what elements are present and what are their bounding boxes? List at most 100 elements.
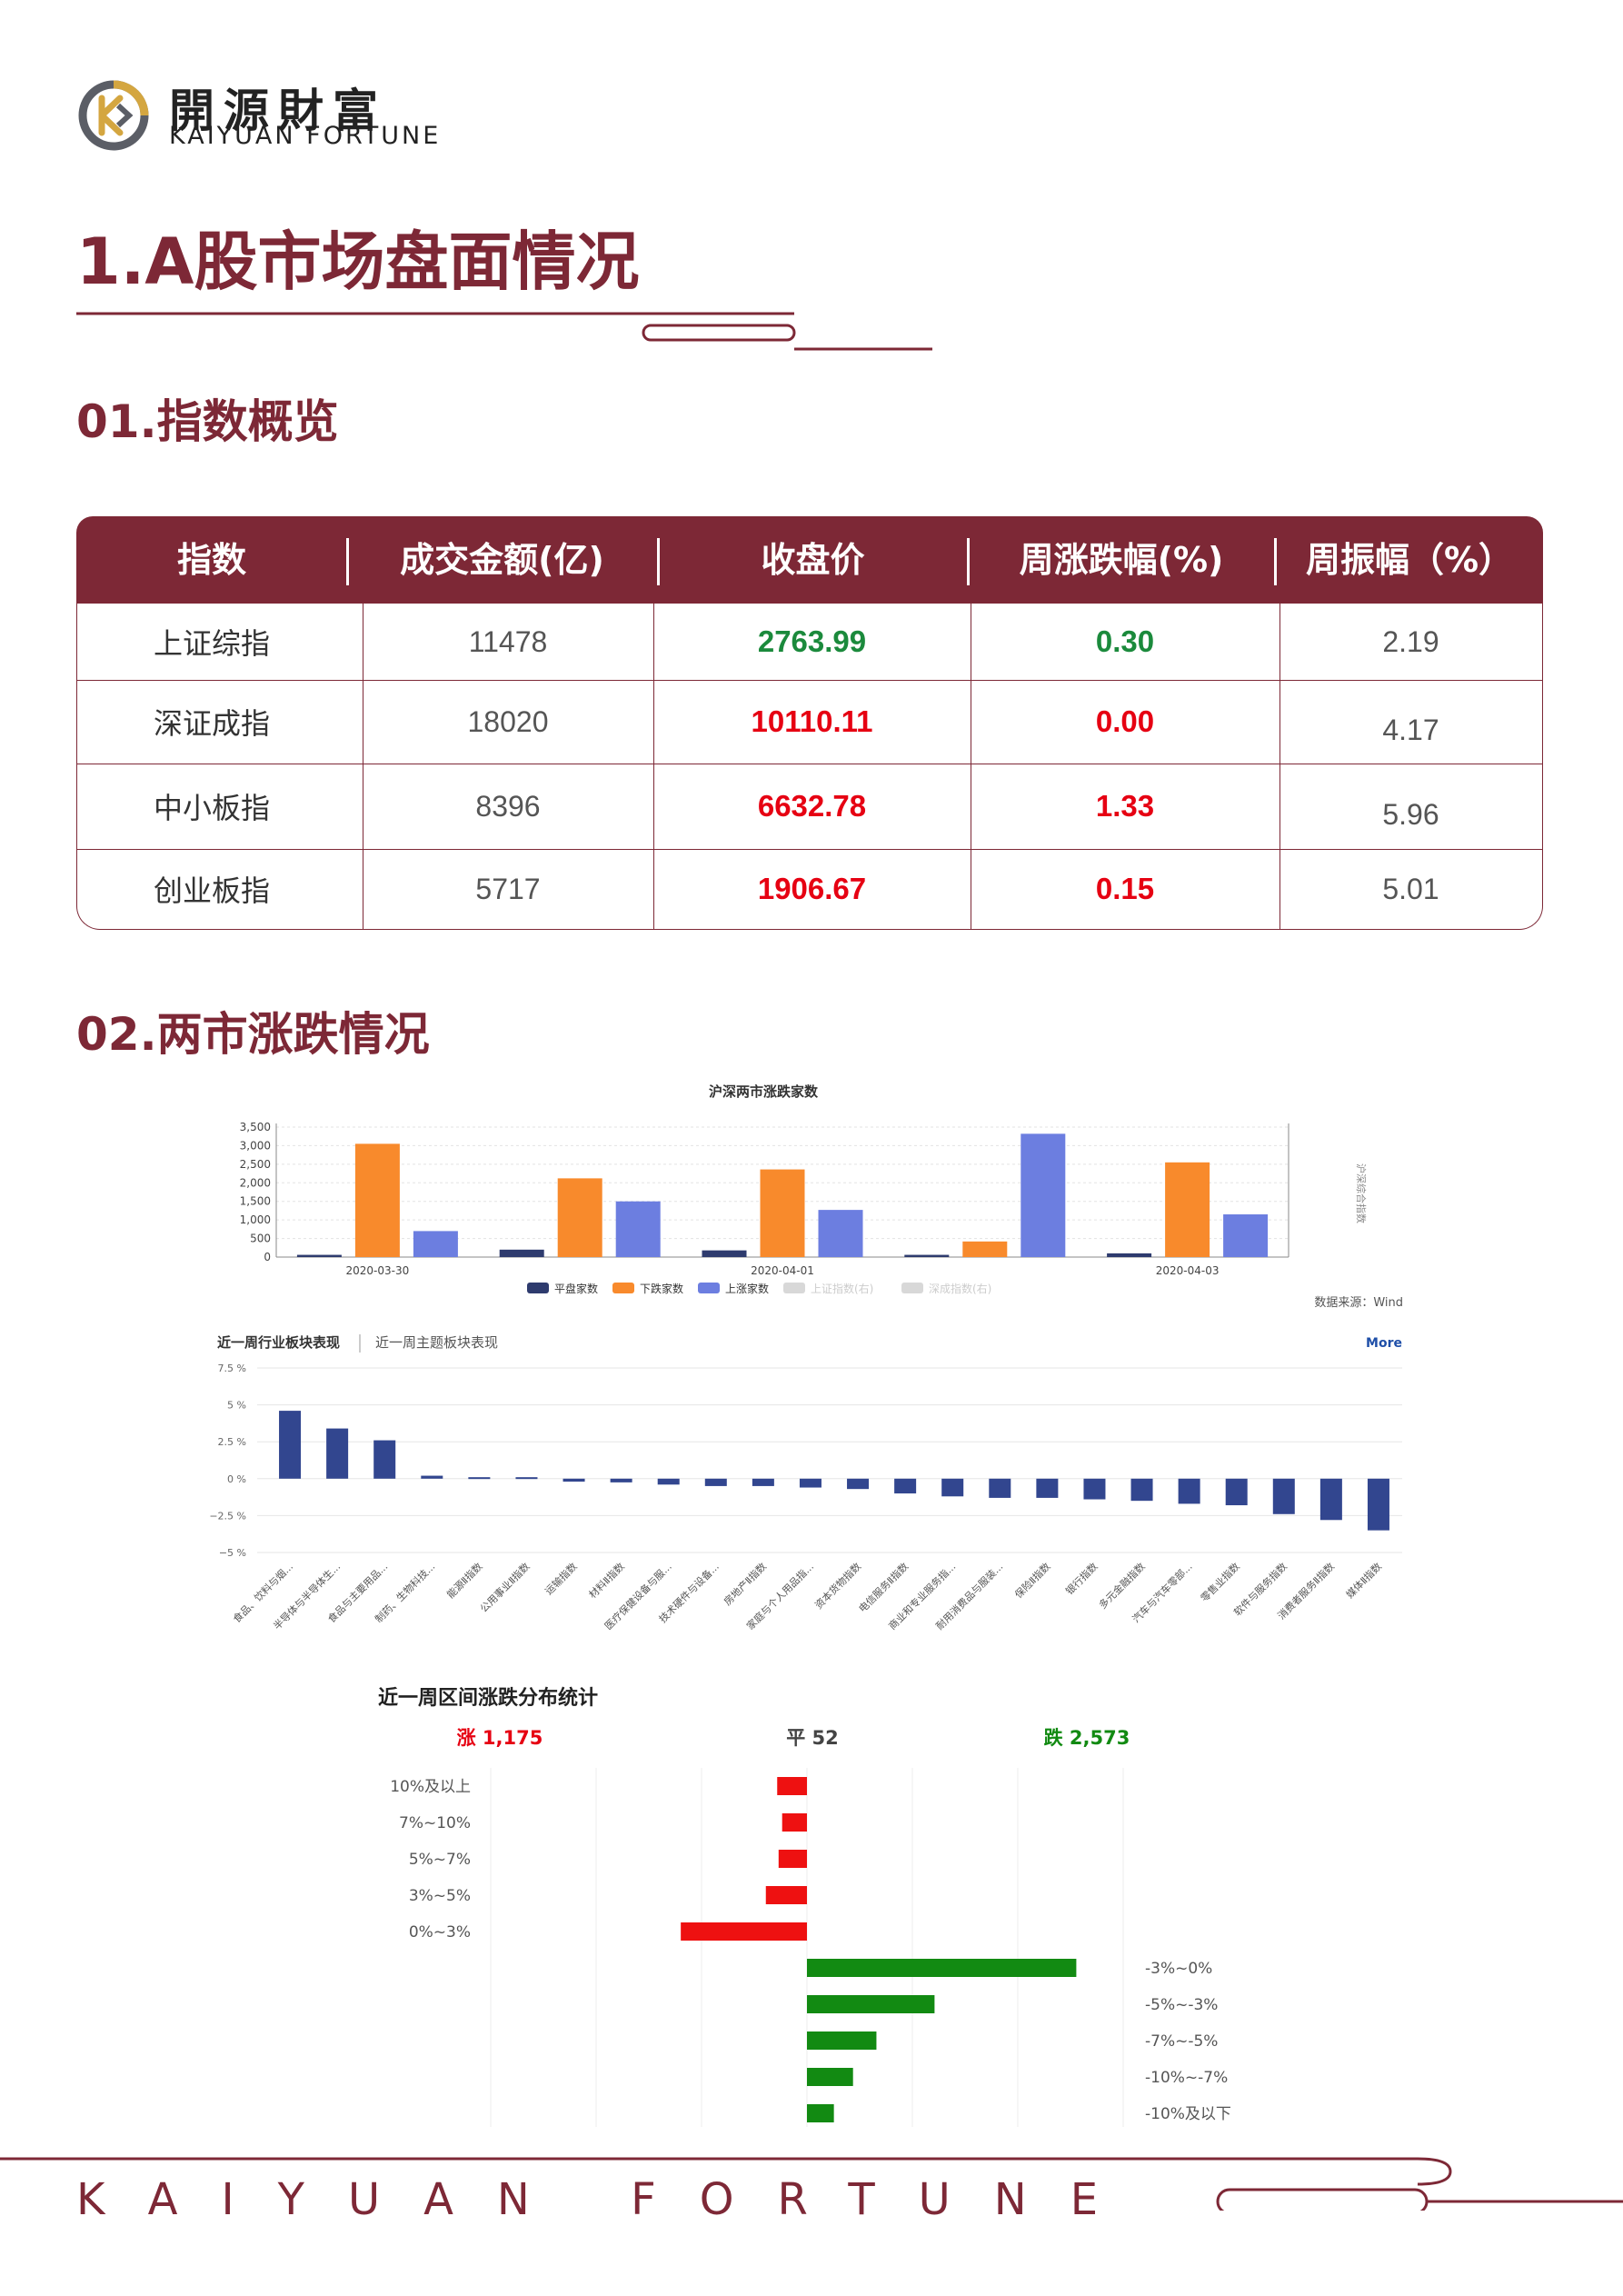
- sector-bar: [1130, 1478, 1153, 1502]
- cell-amplitude: 5.01: [1382, 872, 1439, 905]
- legend-swatch: [612, 1283, 634, 1293]
- x-tick-label: 零售业指数: [1198, 1560, 1242, 1604]
- bar-上涨家数: [818, 1210, 863, 1257]
- sector-bar: [894, 1478, 917, 1494]
- x-tick-label: 材料Ⅱ指数: [586, 1560, 627, 1601]
- table-row: 创业板指 5717 1906.67 0.15 5.01: [77, 849, 1542, 929]
- sector-bar: [515, 1477, 538, 1480]
- x-tick-label: 2020-03-30: [346, 1264, 410, 1277]
- bar-下跌家数: [760, 1169, 805, 1257]
- range-distribution-chart: 近一周区间涨跌分布统计 涨 1,175 平 52 跌 2,573 10%及以上 7…: [378, 1686, 1231, 2127]
- bar-平盘家数: [296, 1254, 342, 1257]
- header-close: 收盘价: [761, 540, 865, 580]
- index-overview-table: 指数 成交金额(亿) 收盘价 周涨跌幅(%) 周振幅（%） 上证综指 11478…: [76, 516, 1543, 930]
- up-range-bar: [777, 1777, 807, 1795]
- x-tick-label: 2020-04-01: [751, 1264, 814, 1277]
- down-range-label: -3%~0%: [1145, 1960, 1212, 1978]
- down-range-label: -5%~-3%: [1145, 1996, 1218, 2014]
- bar-平盘家数: [1107, 1253, 1152, 1257]
- x-tick-label: 银行指数: [1063, 1560, 1100, 1597]
- y-tick-label: 2.5 %: [218, 1436, 246, 1448]
- sector-bar: [1178, 1478, 1200, 1504]
- column-divider: [653, 604, 654, 929]
- legend-swatch: [527, 1283, 549, 1293]
- tab-theme-sectors[interactable]: 近一周主题板块表现: [375, 1334, 498, 1351]
- cell-turnover: 18020: [467, 704, 549, 738]
- table-row: 上证综指 11478 2763.99 0.30 2.19: [77, 604, 1542, 681]
- y-tick-label: −2.5 %: [209, 1510, 246, 1522]
- x-tick-label: 资本货物指数: [812, 1560, 864, 1612]
- summary-down-count: 跌 2,573: [1044, 1727, 1130, 1749]
- up-range-label: 10%及以上: [390, 1778, 471, 1796]
- y-tick-label: 1,500: [240, 1195, 271, 1208]
- x-tick-label: 公用事业Ⅱ指数: [477, 1560, 532, 1614]
- down-range-bar: [807, 2031, 877, 2050]
- cell-index-name: 中小板指: [153, 791, 270, 825]
- x-tick-label: 多元金融指数: [1096, 1560, 1148, 1612]
- sector-bar: [657, 1478, 680, 1485]
- up-range-bar: [782, 1813, 807, 1832]
- cell-change: 0.15: [1095, 872, 1155, 905]
- cell-amplitude: 5.96: [1382, 797, 1439, 831]
- up-range-bar: [778, 1850, 807, 1868]
- sector-bar: [468, 1477, 491, 1480]
- sector-performance-chart: 近一周行业板块表现 近一周主题板块表现 More 7.5 % 5 % 2.5 % 0 …: [209, 1334, 1402, 1632]
- down-range-bar: [807, 1959, 1077, 1977]
- down-range-bar: [807, 2104, 834, 2122]
- down-range-bar: [807, 2068, 853, 2086]
- bar-下跌家数: [354, 1143, 400, 1257]
- bar-下跌家数: [557, 1178, 602, 1257]
- x-tick-label: 保险Ⅱ指数: [1012, 1560, 1053, 1601]
- cell-turnover: 11478: [468, 624, 548, 658]
- more-link[interactable]: More: [1366, 1336, 1402, 1351]
- down-range-label: -10%及以下: [1145, 2105, 1231, 2123]
- chart1-right-axis-label: 沪深综合指数: [1355, 1163, 1368, 1223]
- header-separator: [1274, 538, 1277, 585]
- header-weekly-amplitude: 周振幅（%）: [1305, 540, 1514, 580]
- legend-label: 上涨家数: [725, 1282, 769, 1295]
- cell-close: 6632.78: [757, 789, 867, 823]
- sector-bar: [1319, 1478, 1342, 1521]
- legend-swatch: [901, 1283, 923, 1293]
- sector-bar: [1272, 1478, 1295, 1514]
- advance-decline-chart: 沪深两市涨跌家数 3,500 3,000 2,500 2,000 1,500 1,000 5…: [240, 1083, 1403, 1310]
- chart1-source: 数据来源：Wind: [1314, 1296, 1403, 1310]
- down-range-bar: [807, 1995, 935, 2013]
- y-tick-label: 7.5 %: [218, 1363, 246, 1374]
- sector-bar: [610, 1478, 632, 1482]
- up-range-label: 5%~7%: [409, 1851, 471, 1869]
- up-range-label: 3%~5%: [409, 1887, 471, 1905]
- section-title-market-breadth: 02.两市涨跌情况: [76, 1008, 430, 1061]
- header-separator: [967, 538, 970, 585]
- y-tick-label: −5 %: [219, 1547, 246, 1559]
- bar-下跌家数: [962, 1241, 1008, 1257]
- cell-turnover: 8396: [475, 789, 541, 823]
- sector-bar: [704, 1478, 727, 1486]
- cell-amplitude: 4.17: [1382, 713, 1439, 746]
- tab-industry-sectors[interactable]: 近一周行业板块表现: [217, 1334, 340, 1351]
- sector-bar: [563, 1478, 585, 1482]
- up-range-bar: [765, 1886, 807, 1904]
- bar-下跌家数: [1165, 1162, 1210, 1257]
- header-weekly-change: 周涨跌幅(%): [1019, 540, 1224, 580]
- header-separator: [346, 538, 349, 585]
- cell-close: 10110.11: [751, 704, 873, 738]
- chart1-title: 沪深两市涨跌家数: [709, 1083, 819, 1100]
- x-tick-label: 能源Ⅱ指数: [444, 1560, 485, 1601]
- sector-bar: [1036, 1478, 1059, 1498]
- footer-decoration: [0, 2157, 1623, 2211]
- legend-swatch: [698, 1283, 720, 1293]
- legend-swatch: [783, 1283, 805, 1293]
- footer-brand-label: KAIYUAN FORTUNE: [76, 2174, 1142, 2225]
- cell-change: 0.30: [1095, 624, 1155, 658]
- legend-label: 下跌家数: [640, 1282, 683, 1295]
- sector-bar: [279, 1411, 302, 1479]
- y-tick-label: 0 %: [227, 1473, 246, 1485]
- down-range-label: -7%~-5%: [1145, 2032, 1218, 2051]
- up-range-bar: [681, 1922, 807, 1941]
- cell-turnover: 5717: [475, 872, 541, 905]
- table-row: 中小板指 8396 6632.78 1.33 5.96: [77, 764, 1542, 850]
- cell-index-name: 上证综指: [153, 626, 270, 661]
- table-header: 指数 成交金额(亿) 收盘价 周涨跌幅(%) 周振幅（%）: [76, 516, 1543, 604]
- bar-平盘家数: [702, 1250, 747, 1257]
